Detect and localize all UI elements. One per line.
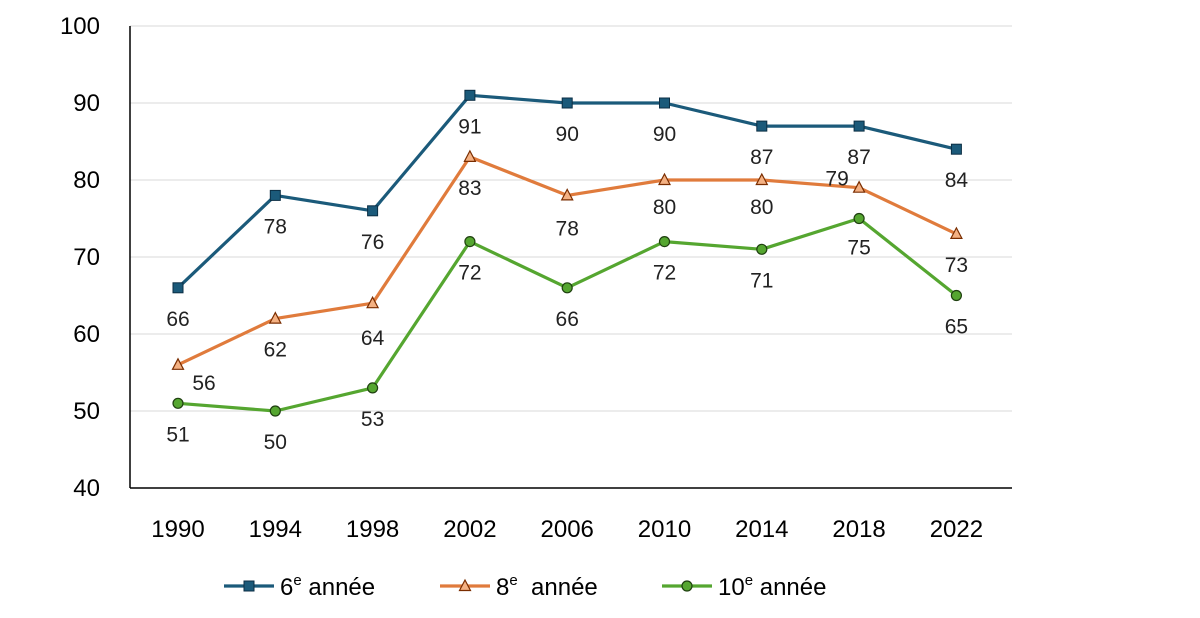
data-label: 65 xyxy=(945,316,968,339)
legend-marker xyxy=(458,578,472,592)
data-label: 90 xyxy=(556,123,579,146)
data-point xyxy=(367,205,379,217)
legend-item-2: 10e année xyxy=(662,572,826,601)
legend-label: 8e année xyxy=(496,572,598,601)
data-label: 76 xyxy=(361,231,384,254)
data-point xyxy=(464,89,476,101)
data-point xyxy=(464,236,476,248)
x-tick-label: 1998 xyxy=(346,516,399,543)
data-label: 87 xyxy=(750,146,773,169)
data-label: 83 xyxy=(458,177,481,200)
data-point xyxy=(950,143,962,155)
y-tick-label: 70 xyxy=(73,244,100,271)
data-label: 64 xyxy=(361,327,385,350)
data-point xyxy=(852,180,866,193)
data-point xyxy=(463,149,477,162)
x-tick-label: 2014 xyxy=(735,516,788,543)
data-point xyxy=(853,120,865,132)
data-point xyxy=(658,172,671,186)
y-tick-label: 90 xyxy=(73,90,100,117)
y-tick-label: 40 xyxy=(73,475,100,502)
data-label: 53 xyxy=(361,408,384,431)
data-point xyxy=(659,97,670,109)
x-axis-ticks: 1990 1994 1998 2002 2006 2010 2014 2018 2022 xyxy=(151,516,983,543)
data-label: 51 xyxy=(166,423,189,446)
legend: 6e année 8e année 10e année xyxy=(224,572,826,601)
y-tick-label: 50 xyxy=(73,398,100,425)
data-point xyxy=(269,405,281,417)
data-label: 50 xyxy=(264,431,287,454)
data-label: 73 xyxy=(945,254,968,277)
data-point xyxy=(366,295,380,309)
data-point xyxy=(756,120,768,132)
data-point xyxy=(561,282,573,294)
data-point xyxy=(269,189,281,201)
data-label: 90 xyxy=(653,123,676,146)
data-point xyxy=(853,212,865,225)
x-tick-label: 2006 xyxy=(541,516,594,543)
data-label: 62 xyxy=(264,339,287,362)
data-label: 78 xyxy=(556,217,579,240)
legend-item-0: 6e année xyxy=(224,572,375,601)
y-axis-ticks: 40 50 60 70 80 90 100 xyxy=(60,13,100,502)
legend-item-1: 8e année xyxy=(440,572,598,601)
series-1 xyxy=(171,149,963,370)
legend-label: 6e année xyxy=(280,572,375,601)
data-label: 66 xyxy=(166,308,189,331)
data-label: 87 xyxy=(847,146,870,169)
data-label: 56 xyxy=(192,372,215,395)
data-label: 84 xyxy=(945,169,969,192)
series-0 xyxy=(172,89,962,294)
data-label: 78 xyxy=(264,215,287,238)
x-tick-label: 1994 xyxy=(249,516,302,543)
data-labels: 66 78 76 91 90 90 87 87 84 56 62 64 83 78 80 80 79 73 51 50… xyxy=(166,115,968,454)
data-point xyxy=(950,289,963,302)
data-point xyxy=(560,188,574,201)
data-point xyxy=(949,226,963,239)
y-tick-label: 100 xyxy=(60,13,100,40)
data-label: 80 xyxy=(750,196,773,219)
data-label: 72 xyxy=(458,262,481,285)
series-2 xyxy=(172,212,963,417)
x-tick-label: 2002 xyxy=(443,516,496,543)
data-point xyxy=(172,282,184,294)
data-point xyxy=(367,382,379,394)
data-point xyxy=(171,357,185,370)
data-point xyxy=(172,397,184,409)
data-label: 91 xyxy=(458,115,481,138)
x-tick-label: 1990 xyxy=(151,516,204,543)
legend-marker xyxy=(681,580,693,592)
x-tick-label: 2022 xyxy=(930,516,983,543)
legend-label: 10e année xyxy=(718,572,826,601)
data-point xyxy=(755,172,769,186)
legend-marker xyxy=(243,580,255,592)
data-label: 79 xyxy=(825,168,848,191)
data-point xyxy=(268,311,282,324)
data-label: 66 xyxy=(556,308,579,331)
y-tick-label: 80 xyxy=(73,167,100,194)
series-group xyxy=(171,89,963,417)
data-label: 80 xyxy=(653,196,676,219)
data-label: 71 xyxy=(750,269,773,292)
axes xyxy=(129,26,1012,489)
data-label: 72 xyxy=(653,262,676,285)
x-tick-label: 2010 xyxy=(638,516,691,543)
y-tick-label: 60 xyxy=(73,321,100,348)
data-point xyxy=(658,236,671,248)
data-point xyxy=(756,243,768,255)
data-label: 75 xyxy=(847,237,870,260)
data-point xyxy=(561,97,573,109)
x-tick-label: 2018 xyxy=(832,516,885,543)
